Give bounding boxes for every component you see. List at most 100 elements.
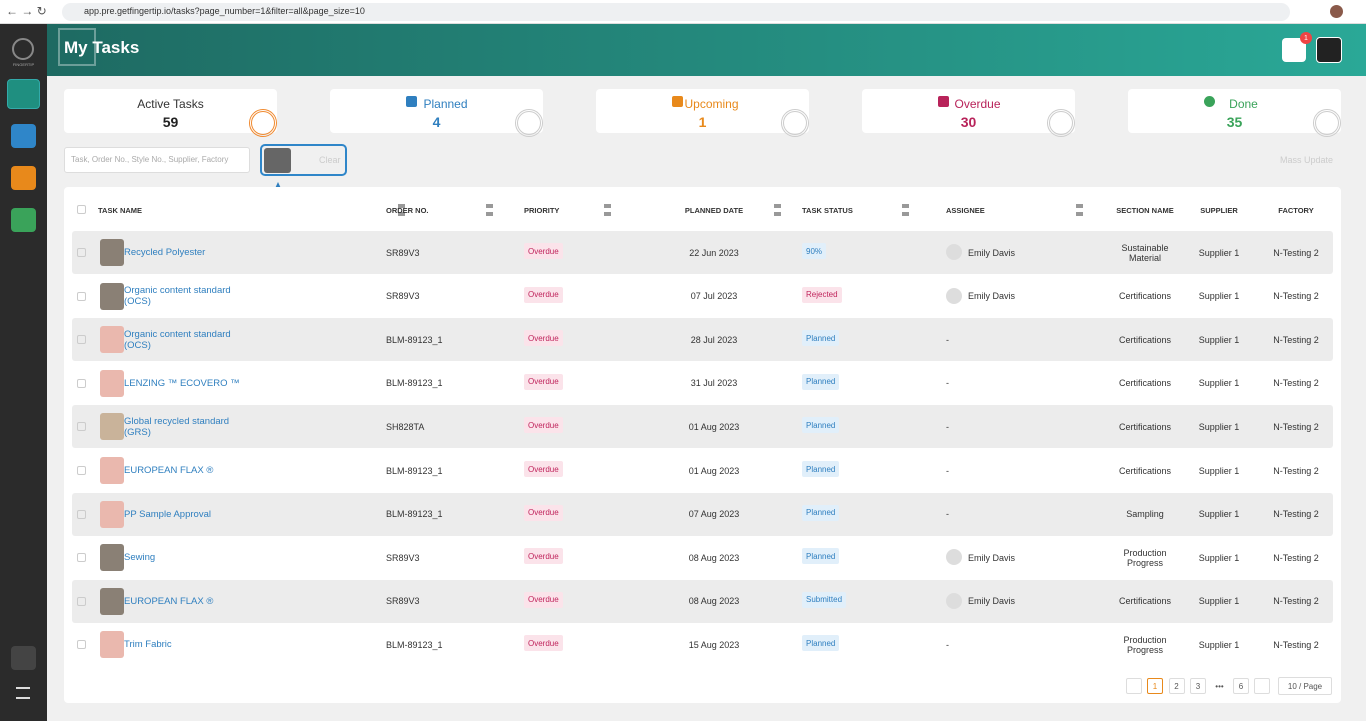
supplier: Supplier 1 xyxy=(1198,247,1240,258)
assignee-avatar xyxy=(946,287,962,304)
stat-card[interactable]: Done 35 xyxy=(1128,89,1341,137)
page-button[interactable]: ••• xyxy=(1215,681,1224,691)
planned-date: 28 Jul 2023 xyxy=(690,334,738,345)
priority-badge: Overdue xyxy=(524,635,563,652)
nav-menu[interactable] xyxy=(16,687,30,699)
task-name[interactable]: PP Sample Approval xyxy=(124,508,211,520)
clear-button[interactable]: Clear xyxy=(319,155,341,165)
supplier: Supplier 1 xyxy=(1198,465,1240,476)
thumbnail xyxy=(100,369,124,397)
task-name[interactable]: Global recycled standard (GRS) xyxy=(124,415,230,438)
planned-date: 07 Jul 2023 xyxy=(690,291,738,302)
column-header[interactable]: FACTORY xyxy=(1278,205,1314,215)
profile-icon[interactable] xyxy=(1330,5,1343,18)
sort-icon[interactable] xyxy=(774,204,781,216)
column-header[interactable]: ORDER NO. xyxy=(386,205,429,215)
user-avatar[interactable] xyxy=(1316,37,1342,63)
planned-date: 31 Jul 2023 xyxy=(690,378,738,389)
column-header[interactable]: PLANNED DATE xyxy=(684,205,744,215)
logo[interactable] xyxy=(12,38,34,60)
column-header[interactable]: SUPPLIER xyxy=(1200,205,1238,215)
search-box[interactable]: Task, Order No., Style No., Supplier, Fa… xyxy=(64,147,250,173)
task-name[interactable]: Organic content standard (OCS) xyxy=(124,285,231,308)
column-header[interactable]: SECTION NAME xyxy=(1116,205,1174,215)
status-badge: Planned xyxy=(802,330,840,347)
stat-fingerprint xyxy=(1313,109,1341,137)
sort-icon[interactable] xyxy=(486,204,493,216)
header-checkbox[interactable] xyxy=(77,205,86,214)
stat-icon xyxy=(672,96,683,107)
page-size[interactable]: 10 / Page xyxy=(1278,677,1332,695)
filter-highlight: Clear xyxy=(260,144,347,176)
section-name: Certifications xyxy=(1118,596,1172,607)
row-checkbox[interactable] xyxy=(77,553,86,563)
column-header[interactable]: PRIORITY xyxy=(524,205,560,215)
row-checkbox[interactable] xyxy=(77,378,86,388)
task-name[interactable]: LENZING ™ ECOVERO ™ xyxy=(124,377,240,389)
status-badge: 90% xyxy=(802,243,827,259)
filter-button[interactable] xyxy=(264,148,291,173)
table-row: PP Sample Approval BLM-89123_1 Overdue 07 A… xyxy=(72,492,1333,536)
thumbnail xyxy=(100,544,124,572)
thumbnail xyxy=(100,631,124,659)
assignee: - xyxy=(946,421,949,432)
supplier: Supplier 1 xyxy=(1198,291,1240,302)
task-name[interactable]: Organic content standard (OCS) xyxy=(124,328,231,351)
row-checkbox[interactable] xyxy=(77,509,86,519)
stat-card[interactable]: Overdue 30 xyxy=(862,89,1075,137)
page-prev[interactable] xyxy=(1126,678,1142,694)
sort-icon[interactable] xyxy=(604,204,611,216)
task-name[interactable]: EUROPEAN FLAX ® xyxy=(124,465,214,476)
sort-icon[interactable] xyxy=(398,204,405,216)
task-name[interactable]: Trim Fabric xyxy=(124,639,172,651)
stat-icon xyxy=(938,96,949,107)
page-button[interactable]: 2 xyxy=(1168,678,1185,694)
sort-icon[interactable] xyxy=(1076,204,1083,216)
factory: N-Testing 2 xyxy=(1273,291,1319,302)
address-bar[interactable]: app.pre.getfingertip.io/tasks?page_numbe… xyxy=(62,3,1290,21)
nav-analytics[interactable] xyxy=(11,208,36,232)
status-badge: Planned xyxy=(802,635,840,652)
row-checkbox[interactable] xyxy=(77,248,86,257)
table-row: LENZING ™ ECOVERO ™ BLM-89123_1 Overdue 31 … xyxy=(72,361,1333,405)
sort-icon[interactable] xyxy=(902,204,909,216)
factory: N-Testing 2 xyxy=(1273,596,1319,607)
row-checkbox[interactable] xyxy=(77,422,86,432)
header: My Tasks 1 xyxy=(47,24,1366,76)
row-checkbox[interactable] xyxy=(77,596,86,606)
row-checkbox[interactable] xyxy=(77,335,86,345)
page-button[interactable]: 3 xyxy=(1190,678,1206,694)
table-row: EUROPEAN FLAX ® SR89V3 Overdue 08 Aug 2023 S… xyxy=(72,579,1333,623)
assignee-name: Emily Davis xyxy=(968,291,1016,302)
task-name[interactable]: Sewing xyxy=(124,552,156,564)
stat-card[interactable]: Planned 4 xyxy=(330,89,543,137)
nav-reports[interactable] xyxy=(11,166,36,190)
planned-date: 22 Jun 2023 xyxy=(689,247,739,258)
column-header[interactable]: ASSIGNEE xyxy=(946,205,985,215)
stat-card[interactable]: Upcoming 1 xyxy=(596,89,809,137)
page-button[interactable]: 1 xyxy=(1147,678,1163,694)
stat-card[interactable]: Active Tasks 59 xyxy=(64,89,277,137)
section-name: Certifications xyxy=(1118,291,1172,302)
task-name[interactable]: EUROPEAN FLAX ® xyxy=(124,595,214,607)
nav-folders[interactable] xyxy=(11,124,36,148)
section-name: Sampling xyxy=(1126,509,1164,520)
thumbnail xyxy=(100,457,124,484)
section-name: Production Progress xyxy=(1123,634,1167,655)
section-name: Certifications xyxy=(1118,465,1172,476)
nav-buttons[interactable]: ← → ↻ xyxy=(6,4,47,18)
page-button[interactable]: 6 xyxy=(1233,678,1249,694)
row-checkbox[interactable] xyxy=(77,640,86,650)
supplier: Supplier 1 xyxy=(1198,639,1240,650)
page-next[interactable] xyxy=(1254,678,1270,694)
assignee-avatar xyxy=(946,592,962,609)
nav-settings[interactable] xyxy=(11,646,36,670)
nav-tasks[interactable] xyxy=(7,79,40,109)
column-header[interactable]: TASK NAME xyxy=(98,205,143,215)
row-checkbox[interactable] xyxy=(77,466,86,475)
column-header[interactable]: TASK STATUS xyxy=(802,205,853,215)
row-checkbox[interactable] xyxy=(77,291,86,301)
task-name[interactable]: Recycled Polyester xyxy=(124,247,206,258)
mass-update[interactable]: Mass Update xyxy=(1280,155,1334,165)
stat-value: 1 xyxy=(698,114,707,130)
